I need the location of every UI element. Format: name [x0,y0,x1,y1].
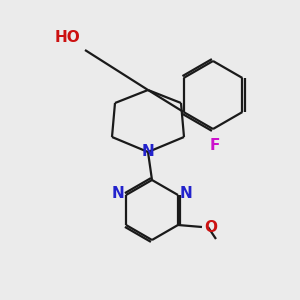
Text: F: F [210,138,220,153]
Text: N: N [111,187,124,202]
Text: N: N [142,145,154,160]
Text: O: O [204,220,217,235]
Text: N: N [180,187,193,202]
Text: HO: HO [54,30,80,45]
